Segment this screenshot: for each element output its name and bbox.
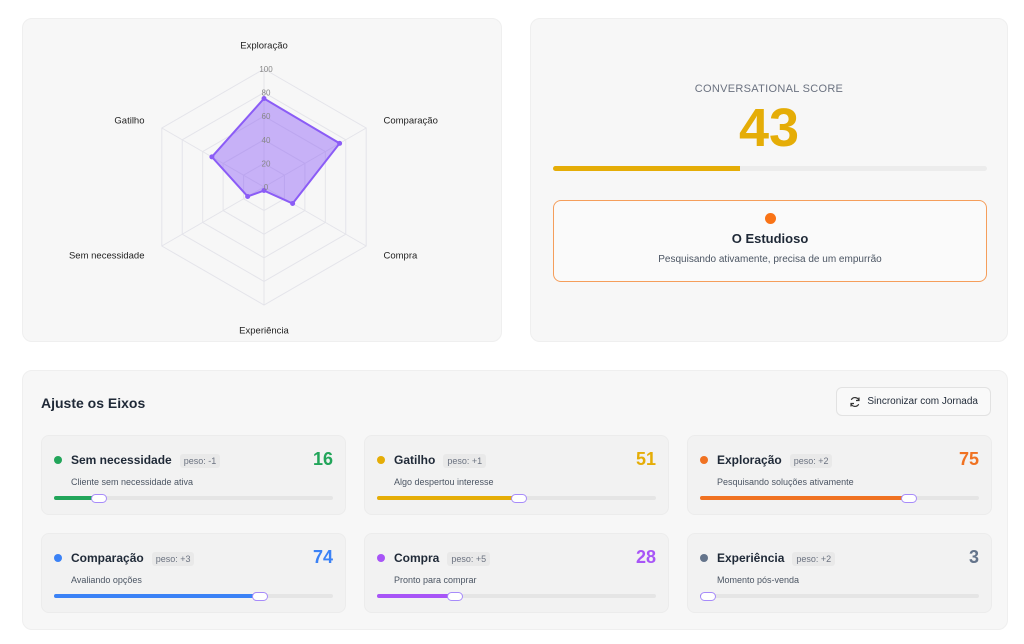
axis-name-label: Compra <box>394 551 440 565</box>
axis-slider-card: Comparação peso: +3 74 Avaliando opções <box>41 533 346 613</box>
radar-tick-label: 40 <box>262 136 271 145</box>
axis-name: Gatilho peso: +1 <box>394 453 487 468</box>
axis-weight-badge: peso: +3 <box>151 552 195 566</box>
axis-weight-badge: peso: +5 <box>447 552 491 566</box>
axis-color-dot-icon <box>54 554 62 562</box>
refresh-icon <box>850 396 860 407</box>
axis-name-label: Exploração <box>717 453 782 467</box>
axis-weight-badge: peso: -1 <box>179 454 221 468</box>
radar-point <box>337 140 343 146</box>
radar-series-area <box>210 97 342 205</box>
axis-description: Momento pós-venda <box>717 575 800 585</box>
axis-value: 74 <box>312 547 333 567</box>
axis-value: 75 <box>958 449 979 469</box>
axis-name: Exploração peso: +2 <box>717 453 833 468</box>
radar-spoke <box>263 127 367 188</box>
radar-axis-label: Experiência <box>239 326 289 337</box>
axis-slider-fill <box>377 594 456 598</box>
axis-value: 28 <box>635 547 656 567</box>
radar-axis-label: Exploração <box>240 40 288 51</box>
radar-tick-label: 0 <box>264 183 269 192</box>
axis-name-label: Experiência <box>717 551 785 565</box>
axis-name-label: Sem necessidade <box>71 453 172 467</box>
axis-weight-badge: peso: +2 <box>789 454 833 468</box>
axis-name-label: Gatilho <box>394 453 436 467</box>
axis-slider-fill <box>54 594 261 598</box>
radar-chart-card: 0 20 40 60 80 100 Exploração Comparação Compra Ex… <box>22 18 502 342</box>
persona-title: O Estudioso <box>731 231 809 246</box>
axis-slider-fill <box>377 496 520 500</box>
radar-axis-label: Gatilho <box>114 116 144 127</box>
score-card: CONVERSATIONAL SCORE 43 O Estudioso Pesq… <box>530 18 1008 342</box>
score-progress-bar <box>553 166 987 171</box>
radar-point <box>261 96 267 101</box>
axis-slider-thumb[interactable] <box>447 591 464 601</box>
persona-dot-icon <box>764 213 776 224</box>
persona-card: O Estudioso Pesquisando ativamente, prec… <box>553 200 987 282</box>
axis-slider-thumb[interactable] <box>700 591 717 601</box>
axis-slider-card: Gatilho peso: +1 51 Algo despertou intere… <box>364 435 669 515</box>
score-label: CONVERSATIONAL SCORE <box>694 83 844 95</box>
score-value: 43 <box>738 98 800 158</box>
radar-point <box>245 193 251 199</box>
axis-description: Pronto para comprar <box>394 575 477 585</box>
axis-slider-thumb[interactable] <box>90 493 107 503</box>
radar-point <box>261 188 267 194</box>
axis-weight-badge: peso: +1 <box>443 454 487 468</box>
sync-journey-label: Sincronizar com Jornada <box>867 396 978 407</box>
axis-value: 51 <box>635 449 656 469</box>
axis-description: Avaliando opções <box>71 575 142 585</box>
axis-slider-card: Experiência peso: +2 3 Momento pós-venda <box>687 533 992 613</box>
sync-journey-button[interactable]: Sincronizar com Jornada <box>836 387 991 416</box>
axis-name: Experiência peso: +2 <box>717 551 836 566</box>
radar-spoke <box>263 186 367 247</box>
axis-name: Comparação peso: +3 <box>71 551 195 566</box>
axis-value: 3 <box>968 547 979 567</box>
axis-slider[interactable] <box>700 591 979 601</box>
axis-slider-thumb[interactable] <box>901 493 918 503</box>
radar-axis-label: Sem necessidade <box>69 250 145 261</box>
axis-color-dot-icon <box>377 456 385 464</box>
axis-name-label: Comparação <box>71 551 144 565</box>
axis-color-dot-icon <box>700 456 708 464</box>
radar-point <box>290 201 296 207</box>
radar-axis-label: Comparação <box>383 116 437 127</box>
axis-slider-thumb[interactable] <box>252 591 269 601</box>
axis-weight-badge: peso: +2 <box>792 552 836 566</box>
radar-axis-label: Compra <box>383 250 418 261</box>
axis-slider-fill <box>54 496 99 500</box>
axis-slider-fill <box>700 496 910 500</box>
radar-tick-label: 100 <box>259 65 273 74</box>
axis-slider-card: Exploração peso: +2 75 Pesquisando soluçõ… <box>687 435 992 515</box>
axis-description: Pesquisando soluções ativamente <box>717 477 854 487</box>
radar-tick-label: 80 <box>262 89 271 98</box>
axis-slider[interactable] <box>54 591 333 601</box>
radar-chart: 0 20 40 60 80 100 Exploração Comparação Compra Ex… <box>69 40 438 337</box>
axis-slider[interactable] <box>54 493 333 503</box>
axis-slider[interactable] <box>377 591 656 601</box>
axis-slider-card: Compra peso: +5 28 Pronto para comprar <box>364 533 669 613</box>
axis-description: Algo despertou interesse <box>394 477 494 487</box>
radar-point <box>209 154 215 160</box>
axes-panel: Ajuste os Eixos Sincronizar com Jornada … <box>22 370 1008 630</box>
axis-slider[interactable] <box>377 493 656 503</box>
axis-color-dot-icon <box>700 554 708 562</box>
axis-name: Compra peso: +5 <box>394 551 491 566</box>
axis-slider-thumb[interactable] <box>511 493 528 503</box>
axis-slider-card: Sem necessidade peso: -1 16 Cliente sem n… <box>41 435 346 515</box>
axes-panel-title: Ajuste os Eixos <box>41 395 146 411</box>
radar-tick-label: 20 <box>262 159 271 168</box>
axis-slider[interactable] <box>700 493 979 503</box>
axis-value: 16 <box>312 449 333 469</box>
axis-color-dot-icon <box>54 456 62 464</box>
axis-name: Sem necessidade peso: -1 <box>71 453 221 468</box>
radar-tick-label: 60 <box>262 112 271 121</box>
axis-color-dot-icon <box>377 554 385 562</box>
persona-description: Pesquisando ativamente, precisa de um em… <box>658 254 882 265</box>
axis-description: Cliente sem necessidade ativa <box>71 477 194 487</box>
score-progress-fill <box>553 166 740 171</box>
